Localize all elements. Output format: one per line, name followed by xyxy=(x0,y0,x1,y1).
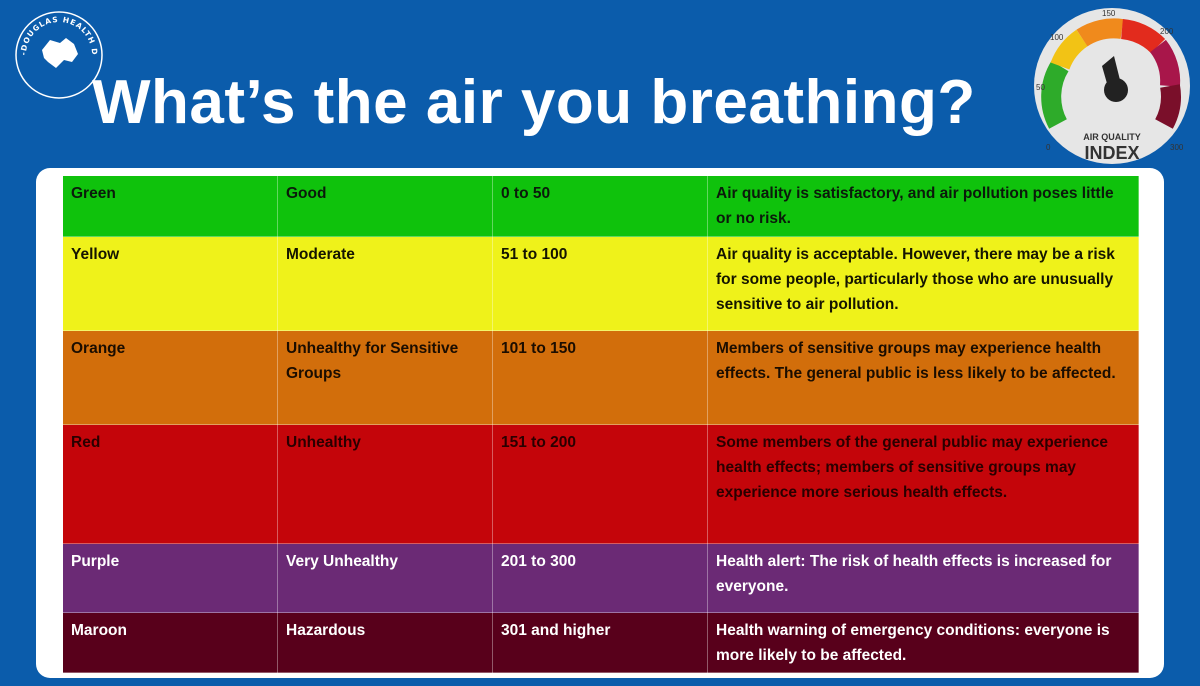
cell-description: Health alert: The risk of health effects… xyxy=(707,543,1139,613)
cell-level: Moderate xyxy=(277,236,493,331)
table-row-purple: Purple Very Unhealthy 201 to 300 Health … xyxy=(62,543,1139,613)
cell-color: Purple xyxy=(62,543,278,613)
aqi-table: Green Good 0 to 50 Air quality is satisf… xyxy=(62,175,1139,673)
cell-level: Hazardous xyxy=(277,612,493,673)
cell-range: 0 to 50 xyxy=(492,175,708,237)
cell-description: Some members of the general public may e… xyxy=(707,424,1139,544)
air-quality-gauge-icon: 0 50 100 150 200 300 AIR QUALITY INDEX xyxy=(1034,8,1190,164)
gauge-tick-200: 200 xyxy=(1160,27,1174,36)
cell-level: Unhealthy for Sensitive Groups xyxy=(277,330,493,425)
table-row-yellow: Yellow Moderate 51 to 100 Air quality is… xyxy=(62,236,1139,331)
gauge-tick-0: 0 xyxy=(1046,143,1051,152)
cell-description: Members of sensitive groups may experien… xyxy=(707,330,1139,425)
table-row-green: Green Good 0 to 50 Air quality is satisf… xyxy=(62,175,1139,237)
gauge-tick-300: 300 xyxy=(1170,143,1184,152)
cell-color: Green xyxy=(62,175,278,237)
cell-range: 51 to 100 xyxy=(492,236,708,331)
table-row-red: Red Unhealthy 151 to 200 Some members of… xyxy=(62,424,1139,544)
cell-range: 201 to 300 xyxy=(492,543,708,613)
cell-color: Yellow xyxy=(62,236,278,331)
table-row-maroon: Maroon Hazardous 301 and higher Health w… xyxy=(62,612,1139,673)
cell-level: Very Unhealthy xyxy=(277,543,493,613)
cell-color: Red xyxy=(62,424,278,544)
cell-range: 301 and higher xyxy=(492,612,708,673)
cell-description: Health warning of emergency conditions: … xyxy=(707,612,1139,673)
gauge-tick-50: 50 xyxy=(1036,83,1045,92)
cell-description: Air quality is acceptable. However, ther… xyxy=(707,236,1139,331)
cell-color: Maroon xyxy=(62,612,278,673)
cell-color: Orange xyxy=(62,330,278,425)
cell-description: Air quality is satisfactory, and air pol… xyxy=(707,175,1139,237)
cell-level: Unhealthy xyxy=(277,424,493,544)
cell-level: Good xyxy=(277,175,493,237)
gauge-label-small: AIR QUALITY xyxy=(1083,132,1141,142)
gauge-tick-150: 150 xyxy=(1102,9,1116,18)
gauge-tick-100: 100 xyxy=(1050,33,1064,42)
health-district-logo: CHELAN-DOUGLAS HEALTH DISTRICT xyxy=(14,10,103,99)
table-row-orange: Orange Unhealthy for Sensitive Groups 10… xyxy=(62,330,1139,425)
gauge-label-big: INDEX xyxy=(1084,143,1139,163)
cell-range: 101 to 150 xyxy=(492,330,708,425)
cell-range: 151 to 200 xyxy=(492,424,708,544)
page-title: What’s the air you breathing? xyxy=(92,68,976,137)
